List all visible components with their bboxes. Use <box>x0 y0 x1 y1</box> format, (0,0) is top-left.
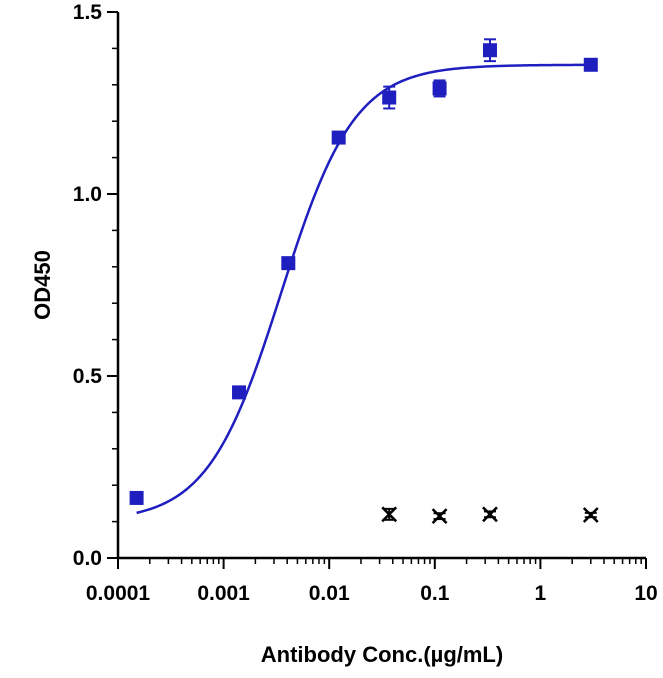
axes <box>116 12 646 560</box>
y-tick-label: 0.5 <box>73 365 103 388</box>
fit-curve <box>136 63 591 515</box>
data-point-square <box>281 256 296 271</box>
data-point-cross <box>381 506 398 523</box>
data-point-cross <box>431 508 448 525</box>
x-axis-title: Antibody Conc.(µg/mL) <box>261 642 503 667</box>
y-axis-title: OD450 <box>30 250 55 320</box>
y-tick-label: 0.0 <box>73 547 102 570</box>
cross-stroke <box>482 506 498 523</box>
data-point-square <box>482 43 497 58</box>
data-point-square <box>583 57 598 72</box>
data-marks <box>129 38 599 525</box>
x-ticks: 0.0001 0.001 0.01 0.1 1 10 <box>86 558 658 605</box>
x-tick-label: 10 <box>634 582 657 605</box>
data-point-cross <box>482 506 498 523</box>
data-point-square <box>129 490 144 505</box>
data-point-cross <box>582 507 599 523</box>
y-ticks: 0.0 0.5 1.0 1.5 <box>73 1 118 570</box>
x-tick-label: 0.0001 <box>86 582 151 605</box>
data-point-square <box>232 385 247 400</box>
x-tick-label: 0.1 <box>420 582 450 605</box>
y-tick-label: 1.5 <box>73 1 103 24</box>
y-tick-label: 1.0 <box>73 183 102 206</box>
cross-stroke <box>582 507 599 523</box>
cross-stroke <box>381 506 398 523</box>
x-tick-label: 1 <box>535 582 547 605</box>
data-point-square <box>432 81 447 96</box>
x-tick-label: 0.001 <box>197 582 250 605</box>
data-point-square <box>382 90 397 105</box>
data-point-square <box>331 130 346 145</box>
x-tick-label: 0.01 <box>309 582 350 605</box>
cross-stroke <box>431 508 448 525</box>
